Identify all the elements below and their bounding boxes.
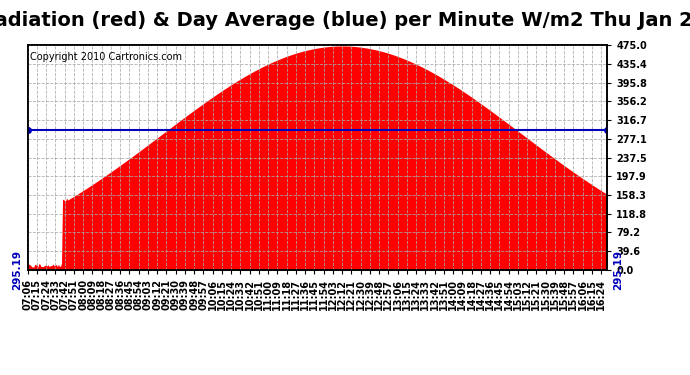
Text: 295.19: 295.19 xyxy=(12,250,22,290)
Text: Copyright 2010 Cartronics.com: Copyright 2010 Cartronics.com xyxy=(30,52,182,62)
Text: Solar Radiation (red) & Day Average (blue) per Minute W/m2 Thu Jan 28 17:01: Solar Radiation (red) & Day Average (blu… xyxy=(0,11,690,30)
Text: 295.19: 295.19 xyxy=(613,250,623,290)
